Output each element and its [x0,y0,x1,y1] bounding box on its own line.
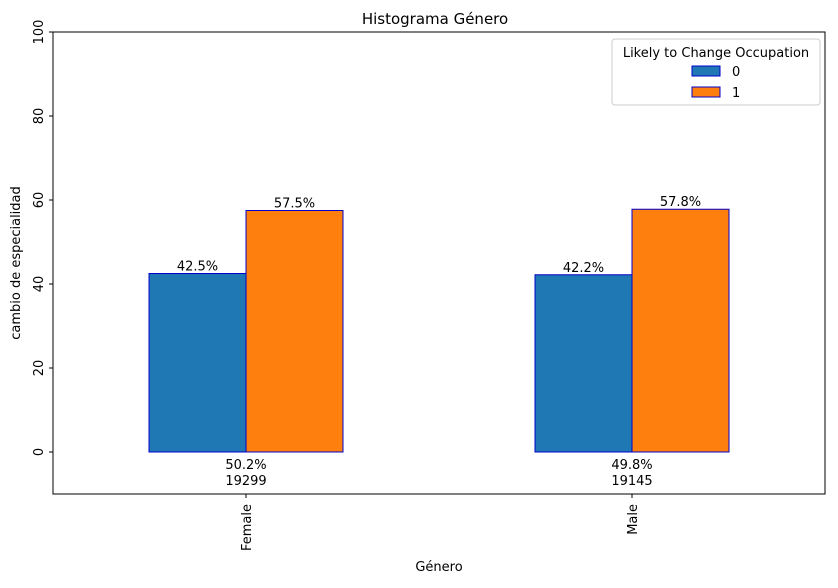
y-tick-label: 20 [32,360,47,377]
y-axis-label: cambio de especialidad [9,186,24,340]
x-tick-label: Female [240,504,255,551]
y-tick-label: 80 [32,108,47,125]
bar-data-label: 57.8% [660,195,701,210]
bar-female-series-0 [148,273,247,453]
bar-data-label: 42.5% [177,260,218,275]
y-tick-label: 100 [32,20,47,45]
legend-swatch-1 [691,86,721,98]
chart-title: Histograma Género [362,10,508,28]
bar-data-label: 57.5% [274,197,315,212]
y-tick-label: 0 [32,448,47,456]
plot-frame [52,31,826,495]
bar-male-series-0 [534,274,633,453]
category-percent-annotation: 49.8% [611,458,652,473]
category-count-annotation: 19299 [225,474,266,489]
bar-male-series-1 [631,208,730,453]
category-count-annotation: 19145 [611,474,652,489]
legend-swatch-0 [691,65,721,77]
category-percent-annotation: 50.2% [225,458,266,473]
y-tick-label: 60 [32,192,47,209]
legend: Likely to Change Occupation 0 1 [611,38,821,106]
bar-data-label: 42.2% [563,261,604,276]
bar-female-series-1 [245,210,344,453]
x-tick-label: Male [626,504,641,535]
legend-entry-label: 1 [732,86,740,101]
legend-entry-label: 0 [732,65,740,80]
y-tick-label: 40 [32,276,47,293]
x-axis-label: Género [415,560,462,575]
legend-title: Likely to Change Occupation [623,46,809,61]
